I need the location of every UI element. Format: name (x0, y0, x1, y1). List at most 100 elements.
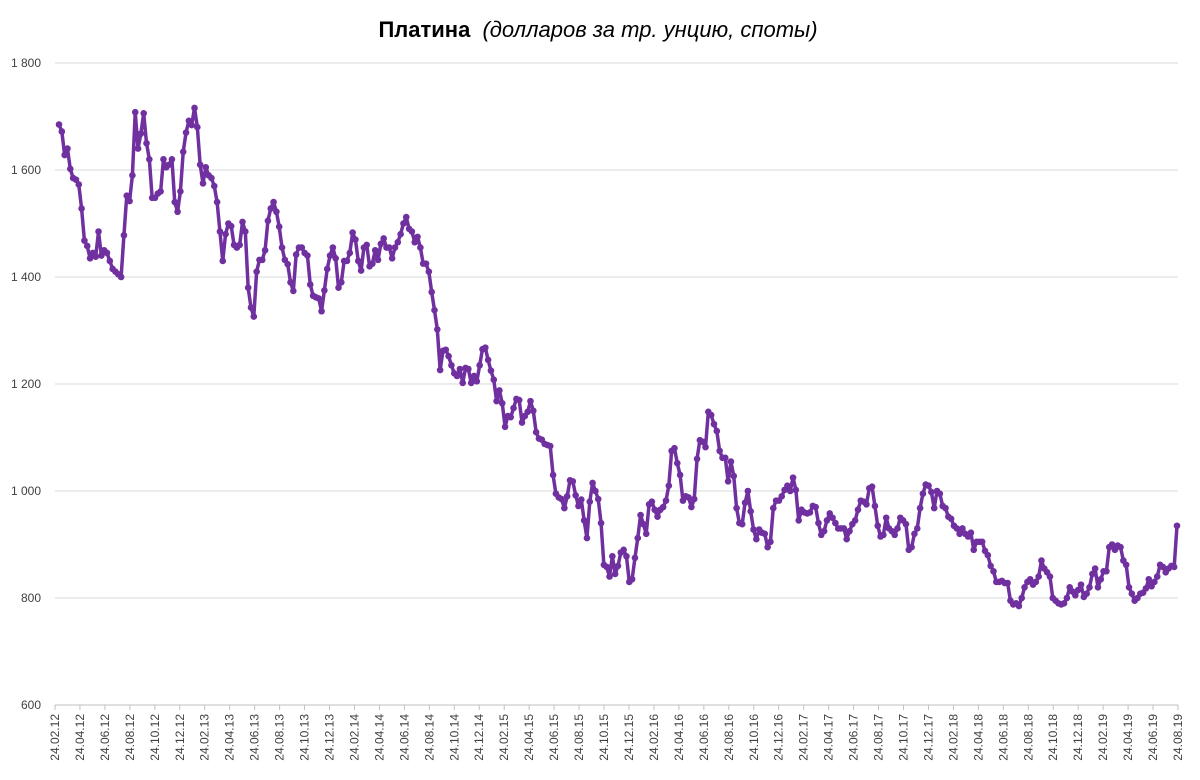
data-point (270, 198, 277, 206)
data-point (1072, 592, 1079, 599)
data-point (586, 498, 594, 506)
data-point (467, 379, 475, 387)
data-point (66, 165, 74, 173)
data-point (402, 213, 410, 221)
data-point (786, 487, 794, 495)
data-point (106, 257, 114, 265)
data-point (219, 257, 227, 265)
data-point (374, 256, 382, 264)
data-point (244, 284, 252, 292)
x-tick-label: 24.02.19 (1096, 714, 1110, 761)
data-point (1077, 581, 1085, 588)
data-point (61, 151, 68, 159)
data-point (724, 478, 732, 485)
data-point (673, 459, 681, 467)
chart-title: Платина (долларов за тр. унцию, споты) (378, 17, 817, 42)
data-point (247, 304, 255, 311)
data-point (422, 260, 430, 267)
data-point (126, 197, 133, 205)
data-point (194, 123, 201, 131)
data-point (815, 519, 822, 527)
data-point (465, 365, 472, 373)
data-point (671, 444, 678, 452)
data-point (524, 408, 531, 416)
data-point (769, 504, 777, 512)
x-tick-label: 24.06.14 (397, 714, 411, 761)
data-point (131, 108, 139, 116)
data-point (261, 246, 269, 254)
data-point (868, 483, 876, 491)
data-point (648, 498, 656, 506)
data-point (75, 181, 83, 188)
data-point (428, 288, 435, 296)
data-point (707, 411, 715, 419)
data-point (95, 228, 102, 235)
data-point (258, 256, 266, 264)
x-tick-label: 24.04.18 (971, 714, 985, 761)
data-point (501, 423, 509, 431)
data-point (98, 252, 105, 259)
data-point (357, 267, 365, 274)
y-tick-label: 600 (21, 698, 41, 712)
data-point (634, 534, 642, 542)
data-point (733, 504, 740, 512)
data-point (747, 508, 754, 515)
series-platinum (55, 104, 1181, 610)
data-point (792, 486, 800, 494)
data-point (386, 244, 393, 251)
data-point (871, 502, 879, 510)
data-point (956, 530, 963, 538)
data-point (253, 268, 260, 275)
x-tick-label: 24.06.19 (1146, 714, 1160, 761)
data-point (916, 504, 924, 512)
x-tick-label: 24.02.18 (946, 714, 960, 761)
data-point (575, 502, 582, 510)
data-point (83, 242, 91, 250)
y-tick-label: 1 800 (11, 56, 41, 70)
x-tick-label: 24.04.17 (822, 714, 836, 761)
data-point (332, 254, 339, 262)
data-point (1038, 557, 1045, 564)
data-point (654, 513, 661, 520)
data-point (137, 130, 145, 137)
data-point (425, 268, 433, 275)
data-point (527, 397, 534, 405)
data-point (1142, 585, 1150, 592)
x-tick-label: 24.04.16 (672, 714, 686, 761)
data-point (730, 472, 738, 480)
x-tick-label: 24.12.14 (472, 714, 486, 761)
data-point (1083, 590, 1090, 598)
data-point (913, 525, 921, 532)
x-tick-label: 24.12.18 (1071, 714, 1085, 761)
data-point (594, 495, 602, 503)
data-point (592, 487, 599, 495)
data-point (942, 504, 949, 512)
data-point (188, 121, 195, 129)
data-point (321, 287, 328, 294)
data-point (72, 176, 80, 183)
data-point (911, 530, 918, 538)
data-point (103, 249, 111, 257)
x-tick-label: 24.04.15 (522, 714, 536, 761)
data-point (284, 260, 291, 268)
data-point (1021, 584, 1028, 591)
data-point (820, 527, 828, 535)
data-point (936, 490, 944, 497)
data-point (710, 420, 718, 428)
data-point (275, 223, 283, 231)
data-point (721, 454, 729, 462)
data-point (741, 499, 749, 507)
data-point (1086, 584, 1093, 591)
data-point (1122, 561, 1130, 569)
data-point (1128, 590, 1136, 598)
data-point (563, 493, 571, 500)
data-point (662, 497, 670, 504)
x-tick-label: 24.06.12 (98, 714, 112, 761)
data-point (699, 438, 706, 446)
data-point (202, 164, 210, 171)
data-point (727, 458, 735, 465)
data-point (970, 546, 978, 554)
x-tick-label: 24.02.13 (198, 714, 212, 761)
data-point (603, 563, 611, 571)
